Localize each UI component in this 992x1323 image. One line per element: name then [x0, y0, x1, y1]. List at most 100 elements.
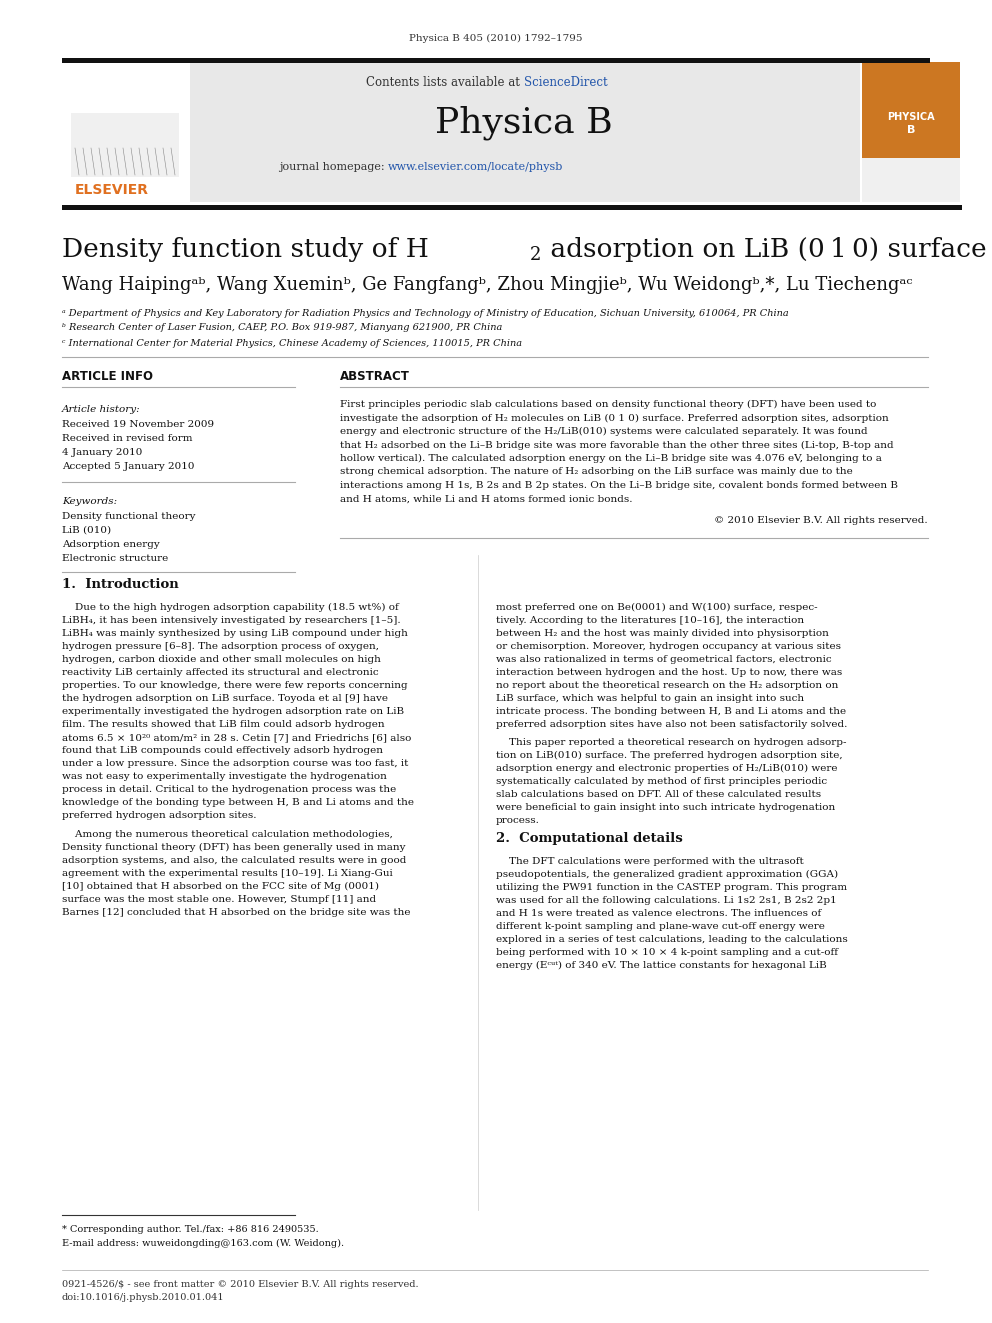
Text: LiBH₄, it has been intensively investigated by researchers [1–5].: LiBH₄, it has been intensively investiga…	[62, 617, 401, 624]
Text: * Corresponding author. Tel./fax: +86 816 2490535.: * Corresponding author. Tel./fax: +86 81…	[62, 1225, 318, 1234]
Text: doi:10.1016/j.physb.2010.01.041: doi:10.1016/j.physb.2010.01.041	[62, 1293, 224, 1302]
Text: that H₂ adsorbed on the Li–B bridge site was more favorable than the other three: that H₂ adsorbed on the Li–B bridge site…	[340, 441, 894, 450]
Bar	[62, 205, 962, 210]
Text: Received in revised form: Received in revised form	[62, 434, 192, 443]
Text: LiBH₄ was mainly synthesized by using LiB compound under high: LiBH₄ was mainly synthesized by using Li…	[62, 628, 408, 638]
Text: process in detail. Critical to the hydrogenation process was the: process in detail. Critical to the hydro…	[62, 785, 396, 794]
Text: explored in a series of test calculations, leading to the calculations: explored in a series of test calculation…	[496, 935, 848, 945]
Text: Density function study of H: Density function study of H	[62, 238, 429, 262]
Text: hydrogen, carbon dioxide and other small molecules on high: hydrogen, carbon dioxide and other small…	[62, 655, 381, 664]
Text: Article history:: Article history:	[62, 405, 141, 414]
Text: © 2010 Elsevier B.V. All rights reserved.: © 2010 Elsevier B.V. All rights reserved…	[714, 516, 928, 525]
Text: process.: process.	[496, 816, 540, 826]
Text: interactions among H 1s, B 2s and B 2p states. On the Li–B bridge site, covalent: interactions among H 1s, B 2s and B 2p s…	[340, 482, 898, 490]
Text: systematically calculated by method of first principles periodic: systematically calculated by method of f…	[496, 777, 827, 786]
Text: 4 January 2010: 4 January 2010	[62, 448, 143, 456]
Text: preferred adsorption sites have also not been satisfactorily solved.: preferred adsorption sites have also not…	[496, 720, 847, 729]
Text: [10] obtained that H absorbed on the FCC site of Mg (0001): [10] obtained that H absorbed on the FCC…	[62, 882, 379, 892]
Text: Contents lists available at: Contents lists available at	[366, 77, 524, 90]
Text: investigate the adsorption of H₂ molecules on LiB (0 1 0) surface. Preferred ads: investigate the adsorption of H₂ molecul…	[340, 414, 889, 422]
Text: ABSTRACT: ABSTRACT	[340, 370, 410, 384]
Text: LiB surface, which was helpful to gain an insight into such: LiB surface, which was helpful to gain a…	[496, 695, 805, 703]
Text: Electronic structure: Electronic structure	[62, 554, 169, 564]
Text: 1.  Introduction: 1. Introduction	[62, 578, 179, 591]
Text: no report about the theoretical research on the H₂ adsorption on: no report about the theoretical research…	[496, 681, 838, 691]
Text: hydrogen pressure [6–8]. The adsorption process of oxygen,: hydrogen pressure [6–8]. The adsorption …	[62, 642, 379, 651]
Text: Accepted 5 January 2010: Accepted 5 January 2010	[62, 462, 194, 471]
Text: Physica B 405 (2010) 1792–1795: Physica B 405 (2010) 1792–1795	[410, 33, 582, 42]
Bar	[190, 62, 860, 202]
Text: was used for all the following calculations. Li 1s2 2s1, B 2s2 2p1: was used for all the following calculati…	[496, 896, 836, 905]
Text: ScienceDirect: ScienceDirect	[524, 77, 608, 90]
Text: adsorption on LiB (0 1 0) surface: adsorption on LiB (0 1 0) surface	[542, 238, 987, 262]
Text: utilizing the PW91 function in the CASTEP program. This program: utilizing the PW91 function in the CASTE…	[496, 882, 847, 892]
Text: adsorption systems, and also, the calculated results were in good: adsorption systems, and also, the calcul…	[62, 856, 407, 865]
Text: LiB (010): LiB (010)	[62, 527, 111, 534]
Text: agreement with the experimental results [10–19]. Li Xiang-Gui: agreement with the experimental results …	[62, 869, 393, 878]
Text: was not easy to experimentally investigate the hydrogenation: was not easy to experimentally investiga…	[62, 773, 387, 781]
Bar	[862, 62, 960, 157]
Text: slab calculations based on DFT. All of these calculated results: slab calculations based on DFT. All of t…	[496, 790, 821, 799]
Text: First principles periodic slab calculations based on density functional theory (: First principles periodic slab calculati…	[340, 400, 876, 409]
Text: Density functional theory: Density functional theory	[62, 512, 195, 521]
Text: ᵃ Department of Physics and Key Laboratory for Radiation Physics and Technology : ᵃ Department of Physics and Key Laborato…	[62, 308, 789, 318]
Text: energy and electronic structure of the H₂/LiB(010) systems were calculated separ: energy and electronic structure of the H…	[340, 427, 868, 437]
Text: ᵇ Research Center of Laser Fusion, CAEP, P.O. Box 919-987, Mianyang 621900, PR C: ᵇ Research Center of Laser Fusion, CAEP,…	[62, 324, 502, 332]
Text: B: B	[907, 124, 916, 135]
Text: experimentally investigated the hydrogen adsorption rate on LiB: experimentally investigated the hydrogen…	[62, 706, 404, 716]
Text: Barnes [12] concluded that H absorbed on the bridge site was the: Barnes [12] concluded that H absorbed on…	[62, 908, 411, 917]
Text: www.elsevier.com/locate/physb: www.elsevier.com/locate/physb	[388, 161, 563, 172]
Text: ᶜ International Center for Material Physics, Chinese Academy of Sciences, 110015: ᶜ International Center for Material Phys…	[62, 339, 522, 348]
Text: Due to the high hydrogen adsorption capability (18.5 wt%) of: Due to the high hydrogen adsorption capa…	[62, 603, 399, 613]
Text: This paper reported a theoretical research on hydrogen adsorp-: This paper reported a theoretical resear…	[496, 738, 846, 747]
Text: were beneficial to gain insight into such intricate hydrogenation: were beneficial to gain insight into suc…	[496, 803, 835, 812]
Bar	[62, 58, 930, 64]
Text: properties. To our knowledge, there were few reports concerning: properties. To our knowledge, there were…	[62, 681, 408, 691]
Bar	[71, 112, 179, 177]
Text: atoms 6.5 × 10²⁰ atom/m² in 28 s. Cetin [7] and Friedrichs [6] also: atoms 6.5 × 10²⁰ atom/m² in 28 s. Cetin …	[62, 733, 412, 742]
Text: energy (Eᶜᵘᵗ) of 340 eV. The lattice constants for hexagonal LiB: energy (Eᶜᵘᵗ) of 340 eV. The lattice con…	[496, 960, 826, 970]
Text: found that LiB compounds could effectively adsorb hydrogen: found that LiB compounds could effective…	[62, 746, 383, 755]
Text: ARTICLE INFO: ARTICLE INFO	[62, 370, 153, 384]
Text: between H₂ and the host was mainly divided into physisorption: between H₂ and the host was mainly divid…	[496, 628, 829, 638]
Text: or chemisorption. Moreover, hydrogen occupancy at various sites: or chemisorption. Moreover, hydrogen occ…	[496, 642, 841, 651]
Text: 2: 2	[530, 246, 542, 265]
Text: adsorption energy and electronic properties of H₂/LiB(010) were: adsorption energy and electronic propert…	[496, 763, 837, 773]
Text: tively. According to the literatures [10–16], the interaction: tively. According to the literatures [10…	[496, 617, 805, 624]
Text: Received 19 November 2009: Received 19 November 2009	[62, 419, 214, 429]
Text: 0921-4526/$ - see front matter © 2010 Elsevier B.V. All rights reserved.: 0921-4526/$ - see front matter © 2010 El…	[62, 1279, 419, 1289]
Text: under a low pressure. Since the adsorption course was too fast, it: under a low pressure. Since the adsorpti…	[62, 759, 409, 767]
Text: different k-point sampling and plane-wave cut-off energy were: different k-point sampling and plane-wav…	[496, 922, 825, 931]
Text: pseudopotentials, the generalized gradient approximation (GGA): pseudopotentials, the generalized gradie…	[496, 871, 838, 878]
Text: the hydrogen adsorption on LiB surface. Toyoda et al [9] have: the hydrogen adsorption on LiB surface. …	[62, 695, 388, 703]
Text: journal homepage:: journal homepage:	[279, 161, 388, 172]
Text: and H 1s were treated as valence electrons. The influences of: and H 1s were treated as valence electro…	[496, 909, 821, 918]
Text: hollow vertical). The calculated adsorption energy on the Li–B bridge site was 4: hollow vertical). The calculated adsorpt…	[340, 454, 882, 463]
Text: 2.  Computational details: 2. Computational details	[496, 832, 682, 845]
Text: preferred hydrogen adsorption sites.: preferred hydrogen adsorption sites.	[62, 811, 257, 820]
Text: was also rationalized in terms of geometrical factors, electronic: was also rationalized in terms of geomet…	[496, 655, 831, 664]
Text: and H atoms, while Li and H atoms formed ionic bonds.: and H atoms, while Li and H atoms formed…	[340, 495, 633, 504]
Text: being performed with 10 × 10 × 4 k-point sampling and a cut-off: being performed with 10 × 10 × 4 k-point…	[496, 949, 838, 957]
Text: Wang Haipingᵃᵇ, Wang Xueminᵇ, Ge Fangfangᵇ, Zhou Mingjieᵇ, Wu Weidongᵇ,*, Lu Tie: Wang Haipingᵃᵇ, Wang Xueminᵇ, Ge Fangfan…	[62, 277, 913, 294]
Text: E-mail address: wuweidongding@163.com (W. Weidong).: E-mail address: wuweidongding@163.com (W…	[62, 1240, 344, 1248]
Text: Density functional theory (DFT) has been generally used in many: Density functional theory (DFT) has been…	[62, 843, 406, 852]
Bar	[62, 62, 188, 202]
Text: film. The results showed that LiB film could adsorb hydrogen: film. The results showed that LiB film c…	[62, 720, 385, 729]
Text: knowledge of the bonding type between H, B and Li atoms and the: knowledge of the bonding type between H,…	[62, 798, 414, 807]
Text: tion on LiB(010) surface. The preferred hydrogen adsorption site,: tion on LiB(010) surface. The preferred …	[496, 751, 842, 761]
Text: Keywords:: Keywords:	[62, 497, 117, 505]
Text: ELSEVIER: ELSEVIER	[75, 183, 149, 197]
Text: Physica B: Physica B	[435, 106, 613, 140]
Text: surface was the most stable one. However, Stumpf [11] and: surface was the most stable one. However…	[62, 894, 376, 904]
Text: Adsorption energy: Adsorption energy	[62, 540, 160, 549]
Text: intricate process. The bonding between H, B and Li atoms and the: intricate process. The bonding between H…	[496, 706, 846, 716]
Text: reactivity LiB certainly affected its structural and electronic: reactivity LiB certainly affected its st…	[62, 668, 379, 677]
Text: Among the numerous theoretical calculation methodologies,: Among the numerous theoretical calculati…	[62, 830, 393, 839]
Text: strong chemical adsorption. The nature of H₂ adsorbing on the LiB surface was ma: strong chemical adsorption. The nature o…	[340, 467, 853, 476]
Bar	[862, 62, 960, 202]
Text: The DFT calculations were performed with the ultrasoft: The DFT calculations were performed with…	[496, 857, 804, 867]
Text: interaction between hydrogen and the host. Up to now, there was: interaction between hydrogen and the hos…	[496, 668, 842, 677]
Text: most preferred one on Be(0001) and W(100) surface, respec-: most preferred one on Be(0001) and W(100…	[496, 603, 817, 613]
Text: PHYSICA: PHYSICA	[887, 112, 934, 122]
